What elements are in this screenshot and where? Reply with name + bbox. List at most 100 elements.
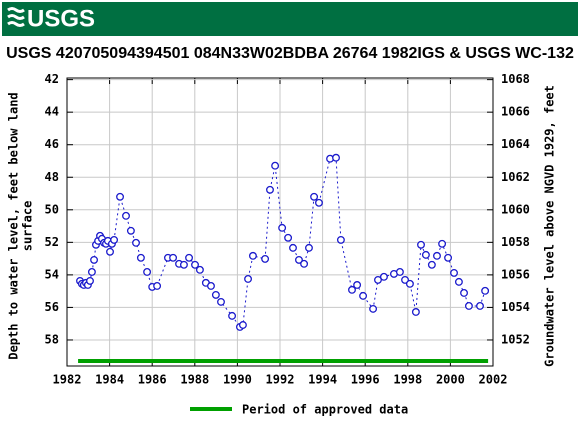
x-tick-label: 1986 [138, 373, 167, 387]
data-point [379, 272, 388, 281]
data-point [86, 276, 94, 285]
data-point [315, 198, 323, 207]
data-point [444, 253, 453, 262]
x-tick-label: 1996 [351, 373, 380, 387]
data-point [433, 251, 441, 260]
data-point [122, 211, 130, 220]
data-point [248, 251, 257, 260]
data-point [359, 291, 368, 300]
data-point [374, 275, 382, 284]
data-point [395, 268, 404, 276]
x-tick-label: 1984 [95, 373, 124, 387]
data-point [332, 153, 340, 162]
data-point [132, 238, 140, 247]
data-point [421, 250, 430, 259]
y2-axis-label: Groundwater level above NGVD 1929, feet [543, 85, 557, 367]
data-point [481, 286, 490, 295]
y2-tick-label: 1060 [501, 202, 530, 216]
x-tick-label: 1990 [223, 373, 252, 387]
x-tick-label: 2000 [436, 373, 465, 387]
data-point [300, 259, 309, 268]
data-point [454, 277, 463, 286]
data-point [289, 243, 297, 252]
y-tick-label: 42 [45, 72, 59, 86]
data-point [191, 260, 199, 269]
data-point [110, 235, 119, 244]
y-tick-label: 58 [45, 332, 59, 346]
data-point [295, 255, 303, 264]
header-bar [2, 2, 578, 36]
data-point [261, 254, 270, 263]
data-point [305, 243, 313, 252]
logo-waves [7, 7, 25, 27]
data-point [179, 260, 188, 269]
data-point [278, 223, 287, 232]
data-point [310, 192, 319, 201]
y-tick-label: 52 [45, 235, 59, 249]
data-point [369, 304, 378, 313]
y2-tick-label: 1058 [501, 235, 530, 249]
data-point [136, 253, 145, 262]
data-point [266, 185, 274, 194]
y-tick-label: 50 [45, 202, 59, 216]
legend-label: Period of approved data [242, 403, 408, 417]
data-point [460, 288, 468, 297]
y-tick-label: 56 [45, 300, 59, 314]
y2-tick-label: 1066 [501, 105, 530, 119]
y2-tick-label: 1062 [501, 170, 530, 184]
y2-tick-label: 1052 [501, 332, 530, 346]
data-point [450, 268, 458, 277]
data-point [284, 233, 293, 242]
y2-tick-label: 1064 [501, 137, 530, 151]
y-tick-label: 44 [45, 105, 59, 119]
data-point [405, 279, 414, 288]
logo: USGS [7, 5, 95, 32]
data-point [217, 297, 225, 306]
data-point [438, 239, 447, 248]
y-tick-label: 46 [45, 137, 59, 151]
y-axis-label: surface [21, 201, 35, 252]
x-tick-label: 1994 [308, 373, 337, 387]
y-tick-label: 48 [45, 170, 59, 184]
x-tick-label: 1998 [393, 373, 422, 387]
x-tick-label: 1982 [53, 373, 82, 387]
data-point [169, 253, 178, 262]
y-axis-label: Depth to water level, feet below land [7, 92, 21, 359]
data-point [417, 240, 425, 249]
data-point [336, 235, 345, 244]
data-point [126, 226, 135, 235]
data-point [271, 161, 280, 170]
y-tick-label: 54 [45, 267, 59, 281]
data-point [353, 281, 362, 289]
data-point [244, 274, 252, 283]
chart-title: USGS 420705094394501 084N33W02BDBA 26764… [6, 45, 574, 62]
x-tick-label: 1988 [180, 373, 209, 387]
logo-text: USGS [27, 5, 95, 32]
data-point [427, 260, 436, 269]
data-point [207, 281, 215, 290]
data-point [464, 302, 473, 310]
data-point [228, 311, 237, 320]
data-point [348, 285, 356, 294]
data-point [238, 321, 247, 329]
plot-frame [66, 77, 494, 367]
data-point [116, 192, 124, 201]
data-point [195, 265, 204, 274]
data-point [401, 275, 409, 284]
data-point [153, 281, 162, 290]
y2-tick-label: 1054 [501, 300, 530, 314]
data-point [411, 308, 420, 316]
data-point [476, 302, 484, 310]
y2-tick-label: 1056 [501, 267, 530, 281]
data-point [106, 247, 114, 256]
data-point [211, 290, 220, 299]
data-point [185, 253, 193, 262]
x-tick-label: 2002 [479, 373, 508, 387]
data-point [90, 255, 99, 264]
data-point [143, 268, 152, 276]
data-point [87, 268, 96, 276]
x-tick-label: 1992 [266, 373, 295, 387]
y2-tick-label: 1068 [501, 72, 530, 86]
